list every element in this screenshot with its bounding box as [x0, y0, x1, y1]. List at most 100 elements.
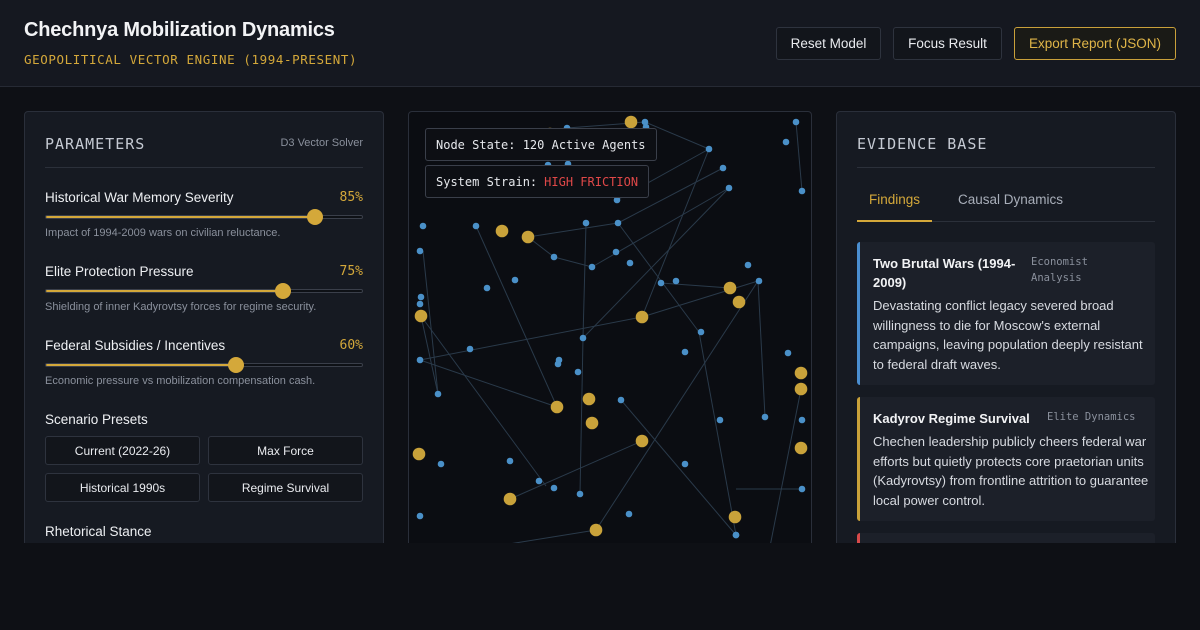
- app-title: Chechnya Mobilization Dynamics: [24, 19, 335, 41]
- agent-node[interactable]: [798, 485, 806, 493]
- agent-node[interactable]: [574, 368, 582, 376]
- hub-node[interactable]: [503, 492, 517, 506]
- hub-node[interactable]: [635, 434, 649, 448]
- agent-node[interactable]: [506, 457, 514, 465]
- graph-edge: [419, 316, 643, 361]
- agent-node[interactable]: [784, 349, 792, 357]
- network-graph-panel[interactable]: Node State: 120 Active Agents System Str…: [408, 111, 812, 571]
- hub-node[interactable]: [589, 523, 603, 537]
- agent-node[interactable]: [466, 345, 474, 353]
- hub-node[interactable]: [582, 392, 596, 406]
- divider: [857, 167, 1155, 168]
- agent-node[interactable]: [614, 219, 622, 227]
- hub-node[interactable]: [624, 115, 638, 129]
- agent-node[interactable]: [550, 253, 558, 261]
- agent-node[interactable]: [617, 396, 625, 404]
- hub-node[interactable]: [412, 447, 426, 461]
- hub-node[interactable]: [495, 224, 509, 238]
- finding-card[interactable]: Two Brutal Wars (1994-2009) Economist An…: [857, 242, 1155, 385]
- slider-label: Elite Protection Pressure: [45, 264, 194, 279]
- agent-node[interactable]: [744, 261, 752, 269]
- slider-description: Economic pressure vs mobilization compen…: [45, 375, 316, 387]
- slider-thumb[interactable]: [306, 209, 323, 225]
- finding-card[interactable]: Kadyrov Regime Survival Elite Dynamics C…: [857, 397, 1155, 521]
- preset-max-force-button[interactable]: Max Force: [208, 436, 363, 465]
- agent-node[interactable]: [792, 118, 800, 126]
- preset-historical-button[interactable]: Historical 1990s: [45, 473, 200, 502]
- preset-regime-survival-button[interactable]: Regime Survival: [208, 473, 363, 502]
- slider-thumb[interactable]: [275, 283, 291, 299]
- agent-node[interactable]: [732, 531, 740, 539]
- agent-node[interactable]: [555, 356, 563, 364]
- agent-node[interactable]: [798, 187, 806, 195]
- agent-node[interactable]: [716, 416, 724, 424]
- agent-node[interactable]: [626, 259, 634, 267]
- agent-node[interactable]: [705, 145, 713, 153]
- agent-node[interactable]: [672, 277, 680, 285]
- slider-track[interactable]: [45, 209, 363, 225]
- agent-node[interactable]: [588, 263, 596, 271]
- agent-node[interactable]: [416, 356, 424, 364]
- agent-node[interactable]: [535, 477, 543, 485]
- agent-node[interactable]: [579, 334, 587, 342]
- agent-node[interactable]: [437, 460, 445, 468]
- hub-node[interactable]: [732, 295, 746, 309]
- hub-node[interactable]: [635, 310, 649, 324]
- graph-edge: [617, 222, 700, 333]
- agent-node[interactable]: [612, 248, 620, 256]
- graph-edge: [582, 222, 587, 339]
- agent-node[interactable]: [550, 484, 558, 492]
- tab-findings[interactable]: Findings: [857, 192, 933, 222]
- slider-track[interactable]: [45, 357, 363, 373]
- agent-node[interactable]: [416, 247, 424, 255]
- reset-model-button[interactable]: Reset Model: [776, 27, 881, 60]
- agent-node[interactable]: [472, 222, 480, 230]
- agent-node[interactable]: [582, 219, 590, 227]
- parameters-panel: PARAMETERS D3 Vector Solver Historical W…: [24, 111, 384, 571]
- hub-node[interactable]: [414, 309, 428, 323]
- agent-node[interactable]: [681, 460, 689, 468]
- slider-value: 85%: [339, 190, 363, 205]
- hub-node[interactable]: [723, 281, 737, 295]
- slider-fill: [46, 216, 315, 218]
- agent-node[interactable]: [417, 293, 425, 301]
- agent-node[interactable]: [782, 138, 790, 146]
- app-subtitle: GEOPOLITICAL VECTOR ENGINE (1994-PRESENT…: [24, 52, 358, 67]
- agent-node[interactable]: [416, 512, 424, 520]
- agent-node[interactable]: [681, 348, 689, 356]
- hub-node[interactable]: [728, 510, 742, 524]
- agent-node[interactable]: [798, 416, 806, 424]
- preset-current-button[interactable]: Current (2022-26): [45, 436, 200, 465]
- hub-node[interactable]: [550, 400, 564, 414]
- agent-node[interactable]: [434, 390, 442, 398]
- hub-node[interactable]: [794, 382, 808, 396]
- agent-node[interactable]: [576, 490, 584, 498]
- slider-value: 60%: [339, 338, 363, 353]
- agent-node[interactable]: [719, 164, 727, 172]
- agent-node[interactable]: [416, 300, 424, 308]
- hub-node[interactable]: [521, 230, 535, 244]
- agent-node[interactable]: [483, 284, 491, 292]
- hub-node[interactable]: [794, 366, 808, 380]
- agent-node[interactable]: [755, 277, 763, 285]
- agent-node[interactable]: [613, 196, 621, 204]
- tab-causal-dynamics[interactable]: Causal Dynamics: [958, 192, 1064, 207]
- focus-result-button[interactable]: Focus Result: [893, 27, 1002, 60]
- slider-track[interactable]: [45, 283, 363, 299]
- card-body: Chechen leadership publicly cheers feder…: [873, 434, 1149, 508]
- agent-node[interactable]: [697, 328, 705, 336]
- agent-node[interactable]: [725, 184, 733, 192]
- export-report-button[interactable]: Export Report (JSON): [1014, 27, 1176, 60]
- agent-node[interactable]: [419, 222, 427, 230]
- agent-node[interactable]: [625, 510, 633, 518]
- slider-thumb[interactable]: [227, 357, 244, 373]
- agent-node[interactable]: [761, 413, 769, 421]
- agent-node[interactable]: [657, 279, 665, 287]
- strain-value: HIGH FRICTION: [544, 174, 639, 189]
- graph-edge: [795, 121, 803, 192]
- hub-node[interactable]: [585, 416, 599, 430]
- agent-node[interactable]: [641, 118, 649, 126]
- hub-node[interactable]: [794, 441, 808, 455]
- graph-edge: [509, 440, 643, 500]
- agent-node[interactable]: [511, 276, 519, 284]
